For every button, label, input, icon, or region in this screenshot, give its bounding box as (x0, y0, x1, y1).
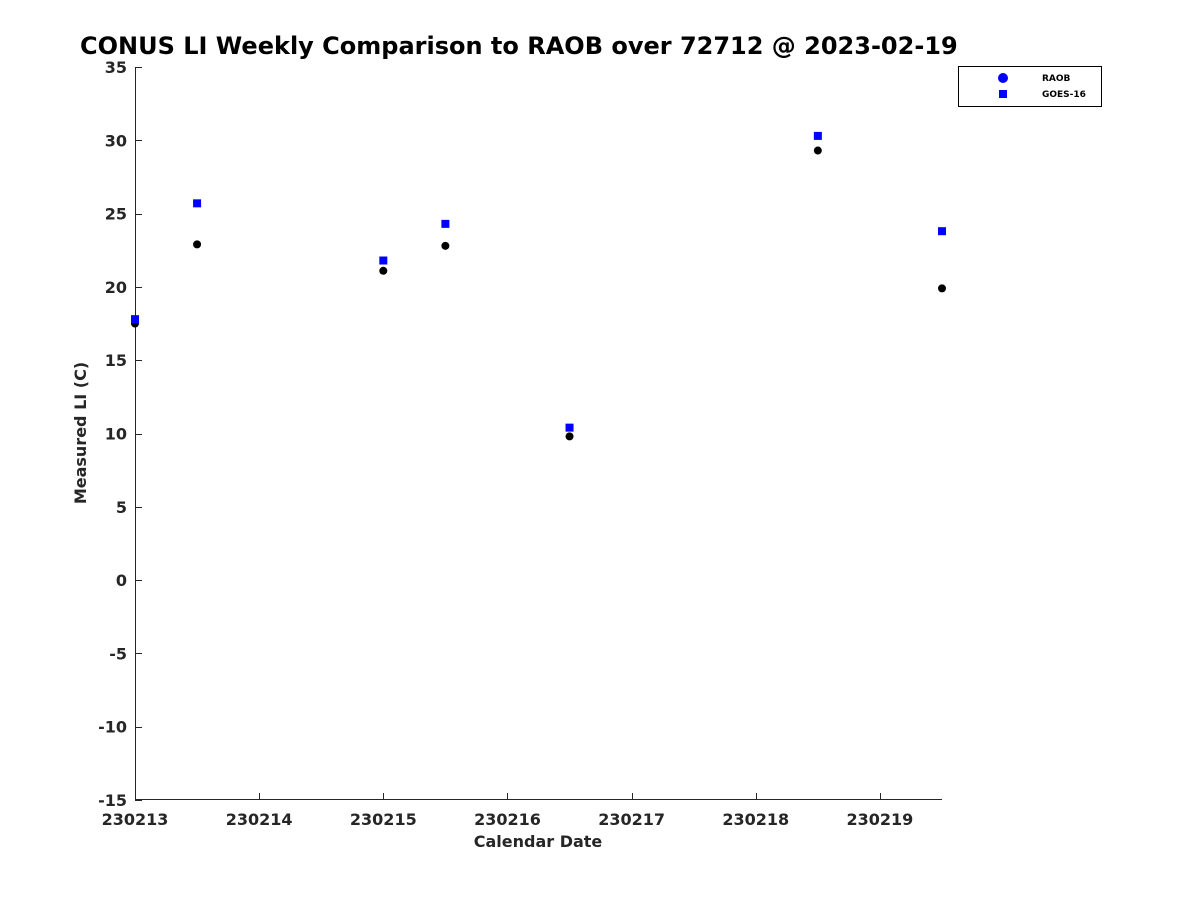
y-tick-label: -5 (109, 644, 127, 663)
legend-goes-16-marker (999, 90, 1007, 98)
y-tick-label: 25 (105, 205, 127, 224)
y-tick-label: 5 (116, 498, 127, 517)
x-tick-label: 230213 (102, 810, 169, 829)
y-tick-label: 10 (105, 425, 127, 444)
raob-point (193, 240, 202, 249)
raob-point (379, 266, 388, 275)
goes-16-point (565, 423, 574, 432)
chart-title: CONUS LI Weekly Comparison to RAOB over … (80, 32, 958, 60)
plot-points (131, 131, 946, 441)
y-tick-label: 20 (105, 278, 127, 297)
x-tick-label: 230214 (226, 810, 293, 829)
legend-raob-marker (998, 73, 1008, 83)
raob-point (441, 241, 450, 250)
y-axis-label: Measured LI (C) (71, 362, 90, 504)
x-tick-label: 230216 (474, 810, 541, 829)
raob-point (565, 432, 574, 441)
legend-goes-16-label: GOES-16 (1042, 90, 1086, 100)
x-axis-label: Calendar Date (474, 832, 603, 851)
x-tick-label: 230215 (350, 810, 417, 829)
goes-16-point (379, 256, 388, 265)
legend-entries: RAOB GOES-16 (998, 73, 1086, 100)
y-tick-label: 30 (105, 131, 127, 150)
goes-16-point (131, 315, 139, 324)
x-tick-label: 230218 (722, 810, 789, 829)
axes (135, 67, 942, 800)
y-tick-label: -15 (98, 791, 127, 810)
y-tick-label: 0 (116, 571, 127, 590)
y-tick-label: 15 (105, 351, 127, 370)
goes-16-point (938, 227, 946, 236)
raob-point (938, 284, 946, 293)
y-tick-label: 35 (105, 58, 127, 77)
legend-box (958, 66, 1102, 107)
goes-16-point (441, 219, 450, 228)
legend-raob-label: RAOB (1042, 74, 1071, 84)
raob-point (813, 146, 822, 155)
x-tick-label: 230219 (847, 810, 914, 829)
x-tick-label: 230217 (598, 810, 665, 829)
y-ticks: -15 -10 -5 0 5 10 15 20 25 30 35 (98, 58, 142, 810)
x-ticks: 230213 230214 230215 230216 230217 230218 2302… (102, 793, 914, 829)
y-tick-label: -10 (98, 718, 127, 737)
goes-16-point (193, 199, 202, 208)
goes-16-point (813, 131, 822, 140)
legend: RAOB GOES-16 (958, 66, 1102, 107)
